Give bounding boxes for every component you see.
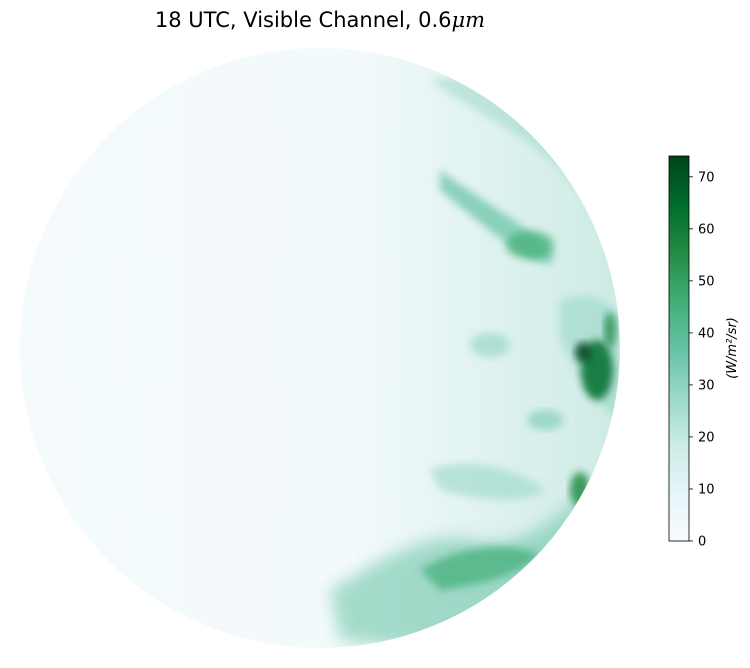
colorbar-tick-label: 50 xyxy=(698,274,715,289)
southeast-swirl xyxy=(430,463,545,500)
colorbar-tick-label: 10 xyxy=(698,482,715,497)
cloud-dots-east xyxy=(527,410,563,430)
chart-title-unit: μm xyxy=(451,8,486,32)
land-patch-2 xyxy=(604,312,616,348)
southern-storm-core xyxy=(420,546,540,590)
chart-title: 18 UTC, Visible Channel, 0.6μm xyxy=(0,8,640,32)
colorbar-tick-label: 30 xyxy=(698,378,715,393)
colorbar-tick-label: 60 xyxy=(698,222,715,237)
colorbar-tick-label: 40 xyxy=(698,326,715,341)
colorbar-ticks: 0 10 20 30 40 50 60 70 xyxy=(689,170,715,550)
colorbar-gradient xyxy=(668,155,690,542)
chart-title-text: 18 UTC, Visible Channel, 0.6 xyxy=(154,8,452,32)
colorbar-label: (W/m²/sr) xyxy=(725,317,740,379)
cloud-patch-mid xyxy=(470,333,510,357)
land-patch-1 xyxy=(575,342,591,362)
colorbar-tick-label: 70 xyxy=(698,170,715,185)
cloud-patch-central xyxy=(506,231,554,259)
colorbar-tick-label: 0 xyxy=(698,535,706,550)
colorbar-tick-label: 20 xyxy=(698,430,715,445)
